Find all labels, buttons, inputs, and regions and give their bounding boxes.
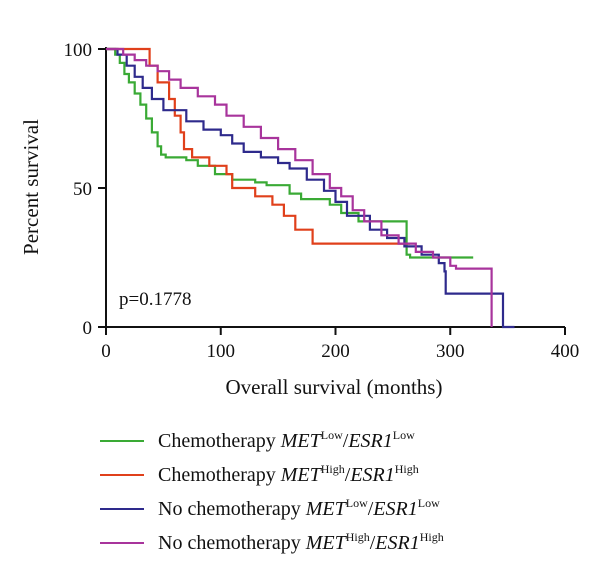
x-tick-label: 300 [436,341,465,362]
legend-label: Chemotherapy METLow/ESR1Low [158,427,415,452]
series-line-2 [106,47,411,245]
y-tick-label: 100 [64,40,93,61]
series-line-4 [106,47,493,327]
legend-label: No chemotherapy METHigh/ESR1High [158,529,444,554]
series-line-1 [106,47,474,259]
p-value-annotation: p=0.1778 [119,289,191,310]
legend-label: No chemotherapy METLow/ESR1Low [158,495,440,520]
series-line-3 [106,47,515,329]
legend-swatch [100,542,144,544]
legend-swatch [100,440,144,442]
legend-swatch [100,508,144,510]
legend-label: Chemotherapy METHigh/ESR1High [158,461,419,486]
legend-item: No chemotherapy METHigh/ESR1High [100,526,580,560]
legend: Chemotherapy METLow/ESR1Low Chemotherapy … [100,424,580,560]
legend-item: Chemotherapy METHigh/ESR1High [100,458,580,492]
series-layer [106,47,515,329]
x-tick-label: 0 [101,341,111,362]
y-axis-title: Percent survival [19,119,43,255]
legend-item: No chemotherapy METLow/ESR1Low [100,492,580,526]
x-tick-label: 200 [321,341,350,362]
y-tick-label: 50 [73,179,92,200]
x-axis-title: Overall survival (months) [226,375,443,399]
x-tick-label: 400 [551,341,580,362]
axes: 0 100 200 300 400 0 50 100 [64,40,580,362]
legend-item: Chemotherapy METLow/ESR1Low [100,424,580,458]
survival-chart: 0 100 200 300 400 0 50 100 Percent survival Ove… [19,40,580,399]
y-tick-label: 0 [83,318,93,339]
x-tick-label: 100 [207,341,236,362]
legend-swatch [100,474,144,476]
